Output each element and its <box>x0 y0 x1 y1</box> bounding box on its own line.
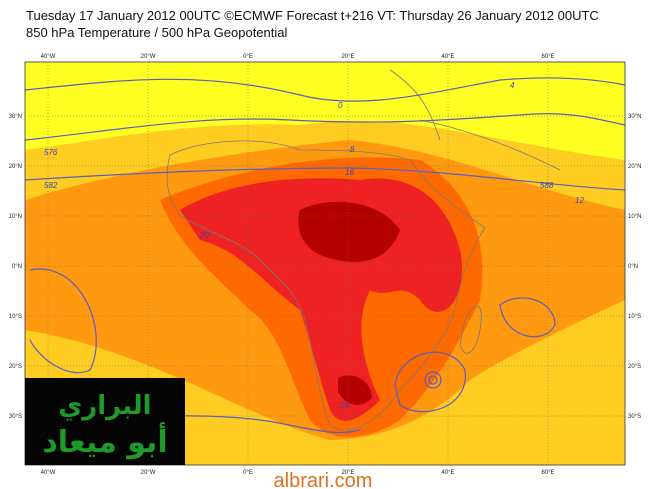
map-frame <box>24 61 626 466</box>
contour-line <box>499 297 556 338</box>
longitude-label: 0°E <box>243 54 253 60</box>
latitude-label: 10°N <box>9 214 22 220</box>
contour-line <box>25 167 625 191</box>
longitude-label: 20°W <box>141 54 156 60</box>
contour-line <box>29 268 97 374</box>
contour-line <box>428 375 438 385</box>
contour-label: 4 <box>510 81 515 90</box>
longitude-label: 60°E <box>541 54 554 60</box>
contour-label: 582 <box>44 181 58 190</box>
latitude-label: 0°N <box>628 264 638 270</box>
latitude-label: 20°N <box>628 164 641 170</box>
latitude-label: 10°S <box>9 314 22 320</box>
latitude-label: 0°N <box>12 264 22 270</box>
contour-label: 12 <box>575 196 584 205</box>
contour-label: 24 <box>339 401 349 410</box>
watermark-text: أبو ميعاد <box>42 422 167 460</box>
latitude-label: 30°N <box>9 114 22 120</box>
latitude-label: 20°S <box>628 364 641 370</box>
longitude-label: 60°E <box>541 470 554 476</box>
longitude-label: 40°W <box>41 54 56 60</box>
latitude-label: 30°S <box>628 414 641 420</box>
header-line: Tuesday 17 January 2012 00UTC ©ECMWF For… <box>26 8 599 23</box>
coastline <box>389 69 561 171</box>
longitude-label: 0°E <box>243 470 253 476</box>
contour-label: 8 <box>350 145 355 154</box>
latitude-label: 20°S <box>9 364 22 370</box>
contour-line <box>25 77 625 102</box>
header-line: 850 hPa Temperature / 500 hPa Geopotenti… <box>26 25 288 40</box>
watermark-box <box>25 378 185 465</box>
latitude-label: 20°N <box>9 164 22 170</box>
contour-label: 20 <box>199 231 209 240</box>
longitude-label: 20°E <box>341 54 354 60</box>
contour-label: 0 <box>338 101 343 110</box>
contour-label: 588 <box>540 181 554 190</box>
latitude-label: 30°S <box>9 414 22 420</box>
latitude-label: 30°N <box>628 114 641 120</box>
axis-labels: 40°W 40°W 20°W 20°W 0°E 0°E 20°E 20°E 40°E 40°E 60… <box>9 54 642 476</box>
contour-line <box>394 351 466 413</box>
longitude-label: 20°W <box>141 470 156 476</box>
longitude-label: 20°E <box>341 470 354 476</box>
latitude-label: 10°N <box>628 214 641 220</box>
contour-line <box>424 371 442 389</box>
longitude-label: 40°W <box>41 470 56 476</box>
footer-link: albrari.com <box>274 470 373 489</box>
watermark-text: البراري <box>58 391 151 421</box>
watermark: البراري أبو ميعاد <box>25 378 185 465</box>
temp-band <box>298 201 400 405</box>
longitude-label: 40°E <box>441 54 454 60</box>
contour-line <box>25 113 625 141</box>
contour-label: 16 <box>345 168 354 177</box>
contour-label: 576 <box>44 148 58 157</box>
longitude-label: 40°E <box>441 470 454 476</box>
latitude-label: 10°S <box>628 314 641 320</box>
coastline <box>166 140 486 431</box>
